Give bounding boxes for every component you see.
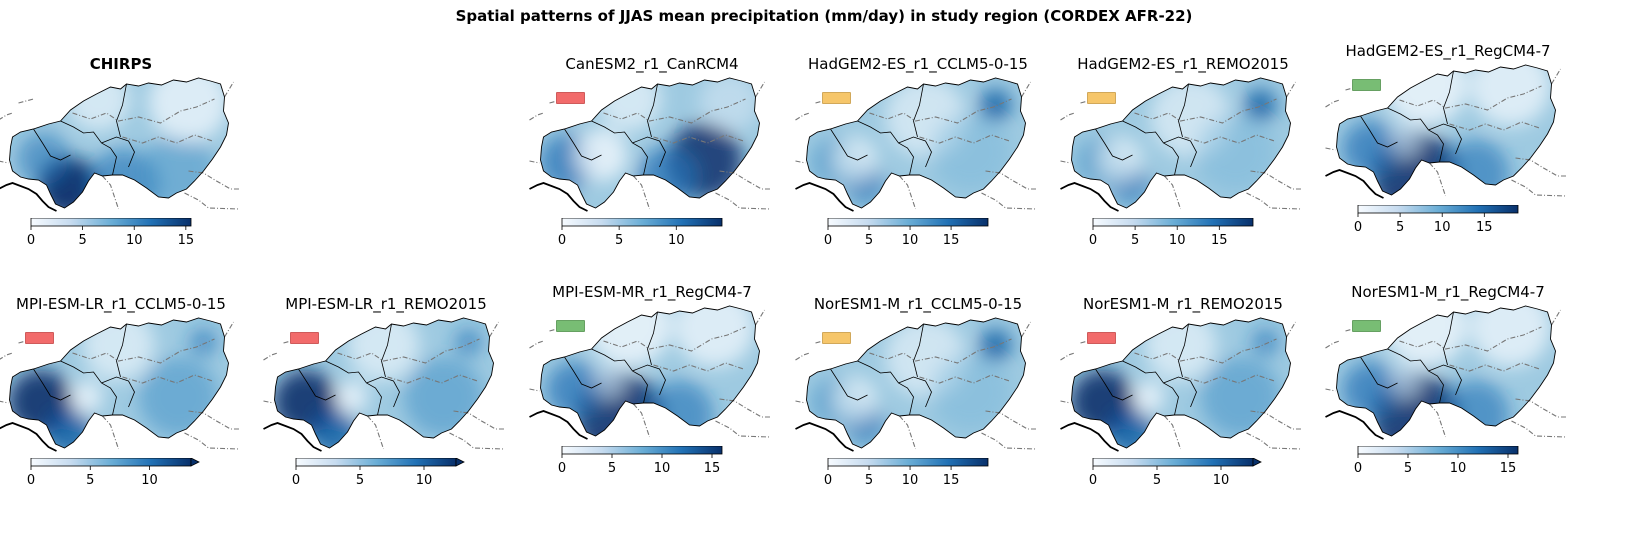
flag-red bbox=[1087, 332, 1116, 344]
panel-title: NorESM1-M_r1_REMO2015 bbox=[1083, 295, 1283, 313]
colorbar-tick-label: 5 bbox=[86, 473, 94, 488]
panel-noresm-cclm: NorESM1-M_r1_CCLM5-0-15 0 5 10 15 bbox=[793, 295, 1043, 540]
panel-title: HadGEM2-ES_r1_CCLM5-0-15 bbox=[808, 55, 1028, 73]
panel-hadgem2-remo: HadGEM2-ES_r1_REMO2015 0 5 10 15 bbox=[1058, 55, 1308, 300]
colorbar-tick-label: 15 bbox=[943, 473, 960, 488]
panel-noresm-remo: NorESM1-M_r1_REMO2015 0 5 10 bbox=[1058, 295, 1308, 540]
colorbar-tick-label: 0 bbox=[1354, 220, 1362, 235]
panel-mpi-lr-cclm: MPI-ESM-LR_r1_CCLM5-0-15 0 5 10 bbox=[0, 295, 246, 540]
colorbar-tick-label: 5 bbox=[1404, 461, 1412, 476]
colorbar: 0 5 10 15 bbox=[1354, 205, 1519, 235]
panel-title: MPI-ESM-MR_r1_RegCM4-7 bbox=[552, 283, 752, 301]
panel-title: CanESM2_r1_CanRCM4 bbox=[565, 55, 739, 73]
flag-orange bbox=[822, 332, 851, 344]
colorbar: 0 5 10 15 bbox=[1089, 218, 1254, 248]
colorbar-tick-label: 15 bbox=[704, 461, 721, 476]
panel-chirps: CHIRPS 0 5 10 15 bbox=[0, 55, 246, 300]
flag-green bbox=[1352, 79, 1381, 91]
colorbar-tick-label: 15 bbox=[943, 233, 960, 248]
colorbar-tick-label: 10 bbox=[668, 233, 685, 248]
colorbar-tick-label: 0 bbox=[27, 473, 35, 488]
colorbar-tick-label: 5 bbox=[615, 233, 623, 248]
flag-green bbox=[556, 320, 585, 332]
colorbar: 0 5 10 15 bbox=[824, 218, 989, 248]
colorbar-tick-label: 0 bbox=[1354, 461, 1362, 476]
flag-red bbox=[25, 332, 54, 344]
panel-mpi-lr-remo: MPI-ESM-LR_r1_REMO2015 0 5 10 bbox=[261, 295, 511, 540]
panel-noresm-regcm: NorESM1-M_r1_RegCM4-7 0 5 10 15 bbox=[1323, 283, 1573, 528]
precip-map bbox=[0, 77, 241, 212]
colorbar-tick-label: 5 bbox=[865, 473, 873, 488]
colorbar-tick-label: 15 bbox=[1211, 233, 1228, 248]
flag-orange bbox=[822, 92, 851, 104]
colorbar-tick-label: 0 bbox=[1089, 233, 1097, 248]
panel-hadgem2-cclm: HadGEM2-ES_r1_CCLM5-0-15 0 5 10 15 bbox=[793, 55, 1043, 300]
colorbar-tick-label: 5 bbox=[865, 233, 873, 248]
flag-red bbox=[556, 92, 585, 104]
colorbar: 0 5 10 bbox=[558, 218, 723, 248]
colorbar: 0 5 10 15 bbox=[558, 446, 723, 476]
flag-green bbox=[1352, 320, 1381, 332]
colorbar-tick-label: 10 bbox=[1169, 233, 1186, 248]
panel-title: CHIRPS bbox=[89, 55, 153, 73]
colorbar: 0 5 10 bbox=[292, 458, 465, 488]
colorbar: 0 5 10 15 bbox=[824, 458, 989, 488]
colorbar-tick-label: 5 bbox=[1131, 233, 1139, 248]
colorbar-tick-label: 10 bbox=[654, 461, 671, 476]
colorbar-tick-label: 10 bbox=[902, 473, 919, 488]
panel-title: NorESM1-M_r1_RegCM4-7 bbox=[1351, 283, 1545, 301]
panel-title: NorESM1-M_r1_CCLM5-0-15 bbox=[813, 295, 1023, 313]
colorbar-tick-label: 0 bbox=[1089, 473, 1097, 488]
colorbar-tick-label: 10 bbox=[141, 473, 158, 488]
flag-orange bbox=[1087, 92, 1116, 104]
precip-map bbox=[1325, 64, 1568, 199]
colorbar-tick-label: 0 bbox=[27, 233, 35, 248]
colorbar-tick-label: 15 bbox=[1500, 461, 1517, 476]
colorbar-tick-label: 10 bbox=[416, 473, 433, 488]
colorbar: 0 5 10 bbox=[1089, 458, 1262, 488]
colorbar-tick-label: 0 bbox=[824, 473, 832, 488]
panel-title: HadGEM2-ES_r1_RegCM4-7 bbox=[1345, 42, 1551, 60]
colorbar-tick-label: 5 bbox=[356, 473, 364, 488]
colorbar: 0 5 10 15 bbox=[1354, 446, 1519, 476]
colorbar-tick-label: 0 bbox=[292, 473, 300, 488]
precip-map bbox=[529, 77, 772, 212]
colorbar-tick-label: 5 bbox=[608, 461, 616, 476]
figure-title: Spatial patterns of JJAS mean precipitat… bbox=[455, 7, 1193, 25]
panel-canesm2-canrcm4: CanESM2_r1_CanRCM4 0 5 10 bbox=[527, 55, 777, 300]
colorbar-tick-label: 15 bbox=[1476, 220, 1493, 235]
colorbar-tick-label: 10 bbox=[1450, 461, 1467, 476]
colorbar-tick-label: 0 bbox=[558, 461, 566, 476]
panel-title: HadGEM2-ES_r1_REMO2015 bbox=[1077, 55, 1289, 73]
colorbar: 0 5 10 15 bbox=[27, 218, 195, 248]
colorbar-tick-label: 10 bbox=[1434, 220, 1451, 235]
colorbar-tick-label: 0 bbox=[824, 233, 832, 248]
colorbar-tick-label: 5 bbox=[1396, 220, 1404, 235]
panel-hadgem2-regcm: HadGEM2-ES_r1_RegCM4-7 0 5 10 15 bbox=[1323, 42, 1573, 287]
panel-mpi-mr-regcm: MPI-ESM-MR_r1_RegCM4-7 0 5 10 15 bbox=[527, 283, 777, 528]
colorbar-tick-label: 10 bbox=[1213, 473, 1230, 488]
precip-map bbox=[795, 317, 1038, 452]
colorbar-tick-label: 5 bbox=[78, 233, 86, 248]
panel-title: MPI-ESM-LR_r1_CCLM5-0-15 bbox=[16, 295, 226, 313]
precip-map bbox=[529, 305, 772, 440]
colorbar: 0 5 10 bbox=[27, 458, 200, 488]
flag-red bbox=[290, 332, 319, 344]
colorbar-tick-label: 0 bbox=[558, 233, 566, 248]
colorbar-tick-label: 10 bbox=[126, 233, 143, 248]
colorbar-tick-label: 15 bbox=[178, 233, 195, 248]
colorbar-tick-label: 5 bbox=[1153, 473, 1161, 488]
colorbar-tick-label: 10 bbox=[902, 233, 919, 248]
precip-map bbox=[263, 317, 506, 452]
panel-title: MPI-ESM-LR_r1_REMO2015 bbox=[285, 295, 487, 313]
